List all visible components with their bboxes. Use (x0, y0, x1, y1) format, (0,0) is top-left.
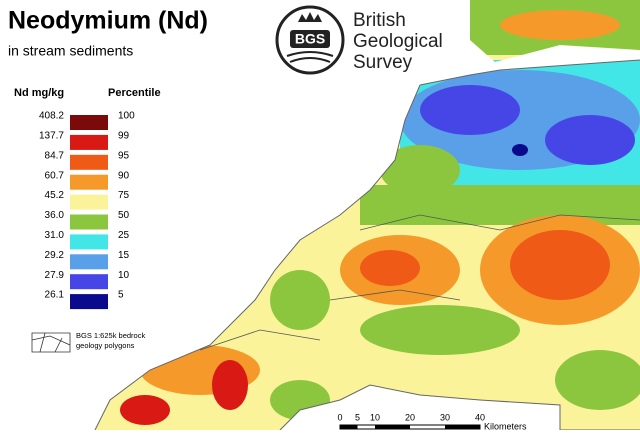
legend-swatch (70, 274, 108, 290)
legend-value: 60.7 (45, 170, 65, 181)
logo-text: Survey (353, 52, 413, 73)
scale-bar-segment (375, 425, 410, 429)
legend-value: 31.0 (45, 230, 65, 241)
legend-value: 36.0 (45, 210, 65, 221)
legend-percentile: 99 (118, 131, 130, 142)
logo-band (290, 30, 330, 48)
logo-crown (298, 12, 322, 22)
legend-swatch (70, 174, 108, 190)
legend-percentile: 100 (118, 111, 135, 122)
legend-swatch (70, 154, 108, 170)
legend-swatch (70, 294, 108, 310)
scale-tick-label: 20 (405, 412, 415, 422)
logo-mark: BGS (295, 31, 325, 47)
legend-percentile-heading: Percentile (108, 87, 161, 99)
legend-swatch (70, 234, 108, 250)
legend-percentile: 95 (118, 150, 130, 161)
legend-value-heading: Nd mg/kg (14, 87, 64, 99)
legend-percentile: 15 (118, 250, 130, 261)
logo-text: British (353, 10, 406, 31)
legend-percentile: 10 (118, 270, 130, 281)
legend-value: 27.9 (45, 270, 65, 281)
scale-tick-label: 10 (370, 412, 380, 422)
legend-value: 45.2 (45, 190, 65, 201)
note-swatch (31, 332, 71, 353)
legend-swatch (70, 254, 108, 270)
scale-unit: Kilometers (484, 421, 527, 430)
legend: 408.2 137.7 84.7 60.7 45.2 36.0 31.0 29.2 27.9 26… (39, 111, 135, 310)
title: Neodymium (Nd) (8, 7, 208, 35)
legend-swatch (70, 134, 108, 150)
legend-value: 408.2 (39, 111, 64, 122)
scale-tick-label: 30 (440, 412, 450, 422)
logo-text: Geological (353, 31, 443, 52)
geology-lines (199, 214, 640, 351)
scale-tick-label: 0 (337, 412, 342, 422)
scale-bar-segment (340, 425, 358, 429)
legend-percentile: 90 (118, 170, 130, 181)
scale-bar-segment (445, 425, 480, 429)
legend-value: 137.7 (39, 131, 64, 142)
legend-percentile: 5 (118, 290, 124, 301)
legend-value: 84.7 (45, 150, 65, 161)
legend-note: BGS 1:625k bedrock (76, 331, 145, 340)
coastline (94, 59, 640, 431)
legend-note: geology polygons (76, 341, 135, 350)
legend-swatch (70, 115, 108, 130)
legend-swatch (70, 214, 108, 230)
legend-percentile: 50 (118, 210, 130, 221)
logo-waves (286, 51, 334, 63)
subtitle: in stream sediments (8, 43, 133, 59)
legend-value: 26.1 (45, 290, 65, 301)
legend-value: 29.2 (45, 250, 65, 261)
legend-percentile: 25 (118, 230, 130, 241)
legend-swatch (70, 194, 108, 210)
legend-percentile: 75 (118, 190, 130, 201)
scale-tick-label: 5 (355, 412, 360, 422)
bgs-logo: BGS British Geological Survey (275, 5, 443, 75)
scale-tick-label: 40 (475, 412, 485, 422)
